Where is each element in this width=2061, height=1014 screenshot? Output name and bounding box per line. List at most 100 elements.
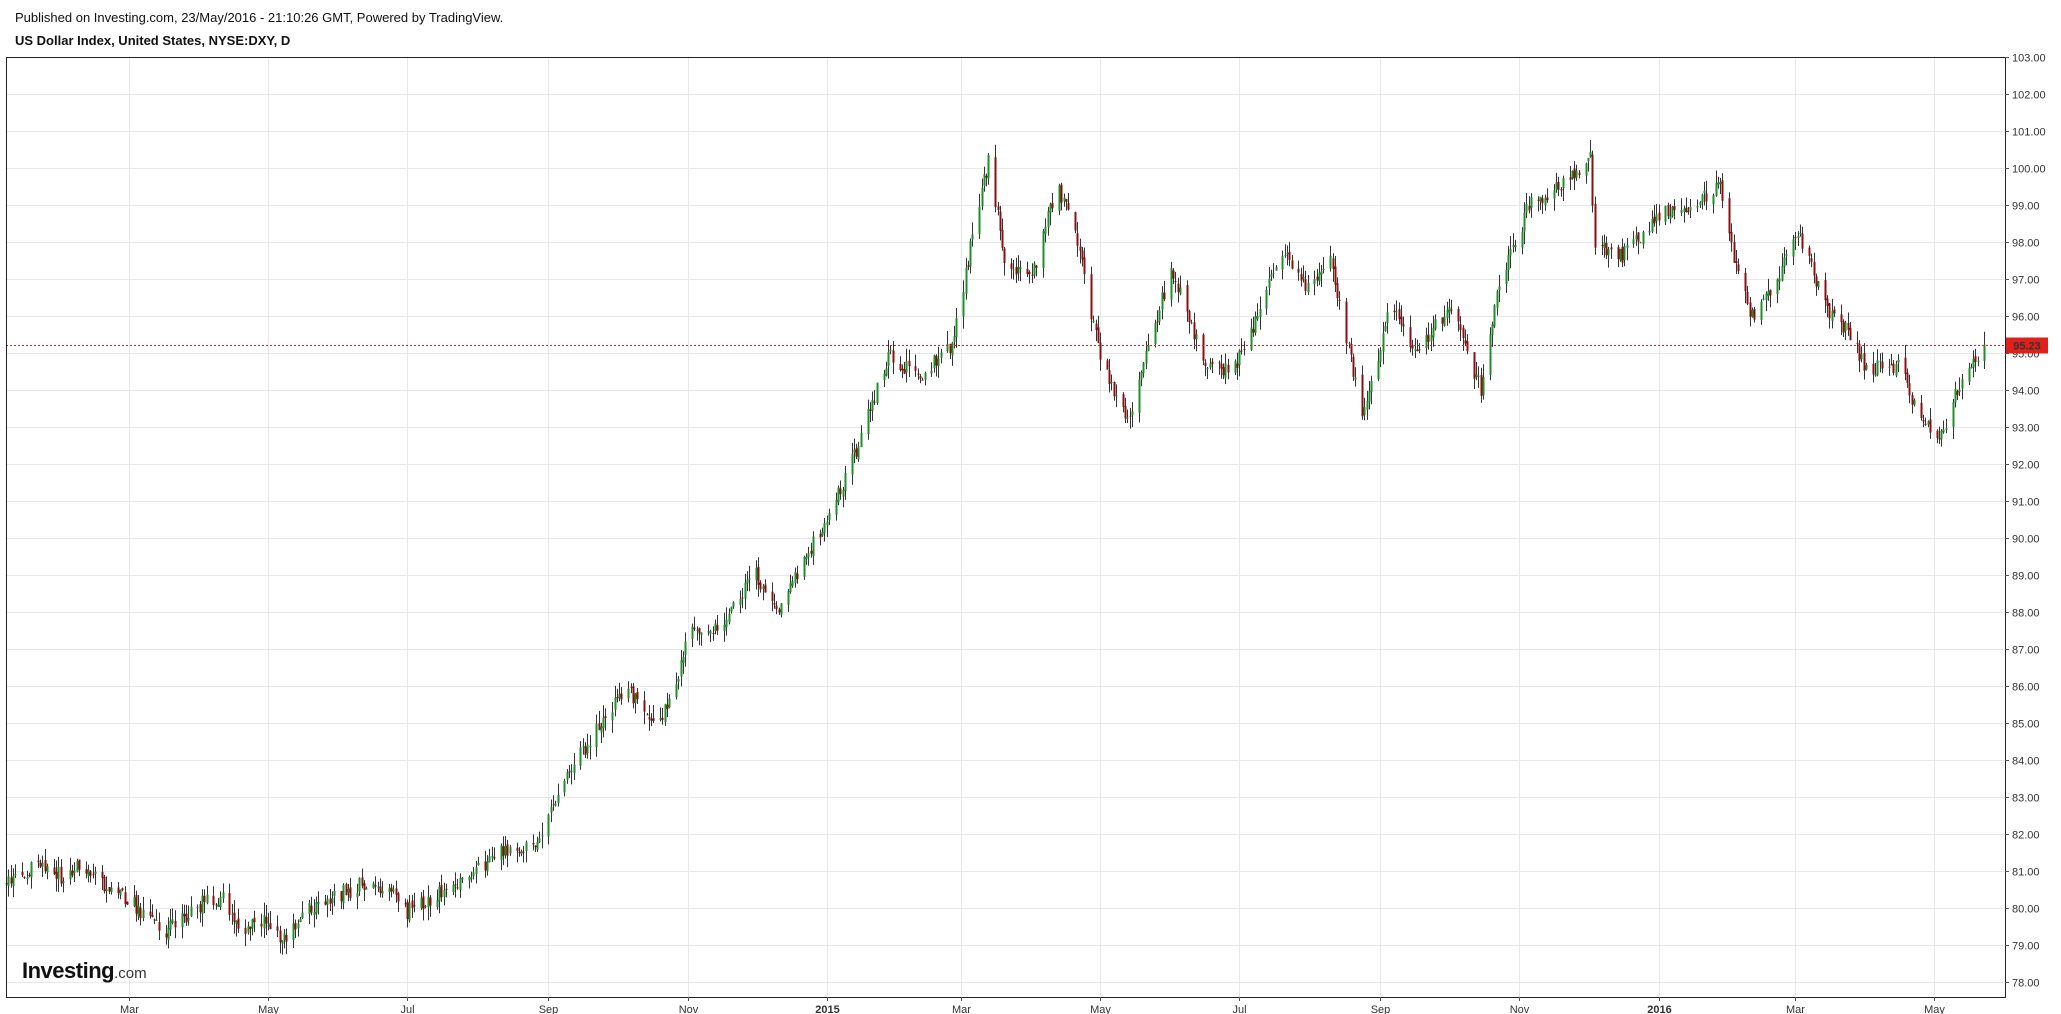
candle-down xyxy=(1252,329,1255,333)
candle-down xyxy=(183,914,186,917)
candle-up xyxy=(388,888,391,893)
candle-down xyxy=(819,533,822,538)
candle-up xyxy=(231,913,234,915)
candle-up xyxy=(780,603,783,615)
candle-up xyxy=(504,845,507,855)
candle-up xyxy=(1767,291,1770,297)
candle-down xyxy=(340,891,343,902)
candle-down xyxy=(215,904,218,906)
candle-down xyxy=(620,693,623,700)
candle-up xyxy=(317,901,320,904)
candle-up xyxy=(201,895,204,914)
candle-up xyxy=(342,885,345,904)
candle-up xyxy=(1539,196,1542,202)
candle-up xyxy=(541,835,544,837)
candle-up xyxy=(69,869,72,880)
candle-up xyxy=(347,888,350,893)
candle-up xyxy=(171,919,174,924)
candle-down xyxy=(329,898,332,904)
candle-down xyxy=(764,584,767,593)
candle-up xyxy=(1895,364,1898,376)
candle-down xyxy=(1220,363,1223,369)
candle-up xyxy=(557,794,560,804)
candle-down xyxy=(139,907,142,919)
candle-up xyxy=(1206,368,1209,370)
candle-down xyxy=(757,566,760,585)
candle-up xyxy=(381,890,384,894)
candle-up xyxy=(1642,231,1645,245)
candle-down xyxy=(661,717,664,721)
candle-up xyxy=(1254,316,1257,333)
candle-up xyxy=(155,919,158,921)
candle-up xyxy=(477,862,480,866)
candles xyxy=(5,140,1986,955)
candle-up xyxy=(566,772,569,780)
candle-down xyxy=(1872,363,1875,375)
candle-down xyxy=(985,175,988,178)
candle-up xyxy=(668,698,671,708)
logo-main: Investing xyxy=(22,958,115,983)
candle-up xyxy=(30,862,33,878)
candle-down xyxy=(153,919,156,921)
candle-up xyxy=(1496,291,1499,308)
candle-up xyxy=(1797,235,1800,238)
candle-up xyxy=(509,847,512,854)
candle-down xyxy=(121,888,124,891)
candle-down xyxy=(1881,361,1884,369)
candle-down xyxy=(55,871,58,879)
candle-up xyxy=(46,866,49,873)
candle-up xyxy=(219,897,222,907)
candle-up xyxy=(14,874,17,876)
candle-up xyxy=(1639,242,1642,244)
candle-down xyxy=(1537,199,1540,201)
candle-up xyxy=(1876,360,1879,376)
candle-down xyxy=(1810,258,1813,262)
candle-down xyxy=(185,913,188,923)
candle-up xyxy=(885,368,888,376)
candle-up xyxy=(1110,382,1113,384)
candle-up xyxy=(1482,376,1485,396)
candle-up xyxy=(682,657,685,663)
candle-down xyxy=(1450,309,1453,311)
candle-down xyxy=(1904,357,1907,374)
candle-down xyxy=(406,901,409,920)
y-tick-label: 78.00 xyxy=(2012,978,2040,990)
candle-down xyxy=(1730,231,1733,243)
candle-down xyxy=(652,718,655,721)
candle-up xyxy=(1562,178,1565,189)
candle-up xyxy=(1414,349,1417,351)
candle-down xyxy=(1528,205,1531,211)
candle-down xyxy=(203,895,206,903)
candle-up xyxy=(315,901,318,914)
candle-down xyxy=(1065,199,1068,202)
candle-up xyxy=(1493,305,1496,327)
candle-up xyxy=(826,521,829,526)
candle-up xyxy=(1571,171,1574,179)
candle-down xyxy=(1890,364,1893,366)
candle-up xyxy=(1623,246,1626,260)
candle-up xyxy=(1952,402,1955,427)
candle-down xyxy=(174,920,177,928)
candle-down xyxy=(1122,394,1125,407)
candle-up xyxy=(181,912,184,928)
x-tick-label: Mar xyxy=(120,1004,139,1014)
candle-down xyxy=(518,851,521,853)
y-tick-label: 86.00 xyxy=(2012,682,2040,694)
candle-up xyxy=(297,923,300,929)
candle-down xyxy=(28,875,31,877)
y-tick-label: 85.00 xyxy=(2012,719,2040,731)
candle-down xyxy=(1174,281,1177,283)
candle-up xyxy=(725,619,728,628)
candle-down xyxy=(1728,198,1731,234)
candle-up xyxy=(550,807,553,813)
candle-up xyxy=(308,903,311,914)
candle-up xyxy=(730,606,733,612)
candle-up xyxy=(789,583,792,592)
logo-suffix: .com xyxy=(114,965,147,982)
candle-down xyxy=(810,550,813,554)
candle-up xyxy=(1655,214,1658,222)
candle-down xyxy=(584,746,587,755)
candle-up xyxy=(1363,407,1366,416)
candle-up xyxy=(691,626,694,639)
